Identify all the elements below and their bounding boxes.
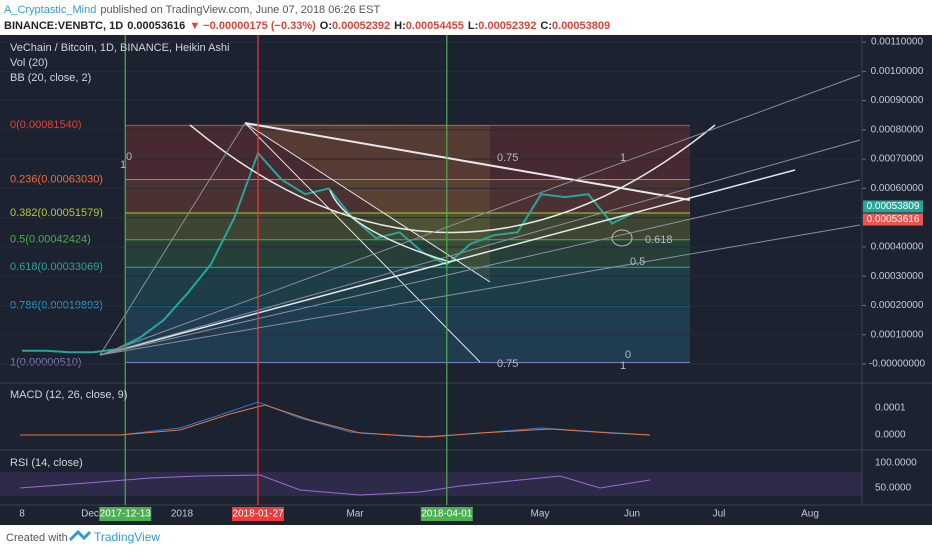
logo: [68, 529, 92, 542]
x-tick-label: Jun: [624, 509, 640, 520]
y-tick-label: 0.00030000: [871, 271, 924, 282]
price-line: [22, 151, 637, 354]
footer-background: [0, 525, 932, 550]
header-text: C:: [540, 20, 552, 32]
rsi-axis-label: 50.0000: [875, 483, 912, 494]
fib-band: [125, 179, 690, 214]
x-tick-label: Mar: [346, 509, 364, 520]
x-tick-label: Aug: [801, 509, 819, 520]
x-tick-label: Dec: [81, 509, 99, 520]
event-tag: [99, 507, 152, 521]
header-text: O:: [320, 20, 332, 32]
trend-line: [244, 122, 691, 201]
y-tick-label: 0.00100000: [871, 66, 924, 77]
chart-background: [0, 35, 932, 525]
event-label: 2018-04-01: [421, 509, 473, 520]
price-label-box: [863, 200, 923, 213]
drawing-label: 1: [620, 152, 626, 164]
signal-line: [20, 404, 651, 438]
drawing-label: 0.5: [630, 256, 645, 268]
macd-axis-label: 0.0001: [875, 403, 906, 414]
footer-created: Created with: [6, 532, 68, 544]
fib-label: 0.236(0.00063030): [10, 173, 103, 185]
y-tick-label: 0.00090000: [871, 95, 924, 106]
curve: [329, 189, 451, 263]
fib-label: 0.618(0.00033069): [10, 261, 103, 273]
header-text: L:: [468, 20, 478, 32]
rsi-line: [19, 474, 651, 496]
indicator-label: Vol (20): [10, 57, 48, 69]
price-label-box: [863, 213, 923, 226]
chart-title: VeChain / Bitcoin, 1D, BINANCE, Heikin A…: [10, 42, 229, 54]
macd-axis-label: 0.0000: [875, 430, 906, 441]
drawing-label: 0.75: [497, 358, 518, 370]
y-tick-label: 0.00020000: [871, 300, 924, 311]
x-tick-label: 8: [19, 509, 25, 520]
y-tick-label: 0.00040000: [871, 242, 924, 253]
drawing-label: 0: [126, 151, 132, 163]
macd-lines: [20, 401, 651, 438]
y-tick-label: 0.00080000: [871, 124, 924, 135]
drawings: [99, 74, 861, 363]
price-label: 0.00053809: [867, 201, 920, 212]
x-tick-label: 2018: [171, 509, 194, 520]
x-tick-label: Jul: [713, 509, 726, 520]
header-text: BINANCE:VENBTC, 1D: [4, 20, 123, 32]
header-text: 0.00054455: [406, 20, 464, 32]
header-text: H:: [394, 20, 406, 32]
header-text: 0.00052392: [332, 20, 390, 32]
fib-band: [125, 239, 690, 268]
fan-line: [99, 179, 861, 356]
rsi-band: [0, 472, 862, 496]
x-tick-label: May: [531, 509, 550, 520]
fib-band: [125, 125, 690, 180]
arc: [189, 124, 716, 234]
event-tag: [420, 507, 473, 521]
event-label: 2017-12-13: [100, 509, 152, 520]
y-tick-label: 0.00010000: [871, 329, 924, 340]
trend-line: [99, 169, 796, 356]
drawing-label: 0: [625, 349, 631, 361]
header-text: 0.00052392: [478, 20, 536, 32]
fib-label: 0(0.00081540): [10, 119, 82, 131]
highlight-ellipse: [611, 229, 633, 247]
y-tick-label: 0.00110000: [871, 37, 924, 48]
header-text: 0.00053809: [552, 20, 610, 32]
event-label: 2018-01-27: [232, 509, 284, 520]
rsi-title: RSI (14, close): [10, 457, 83, 469]
y-tick-label: -0.00000000: [869, 359, 926, 370]
event-tag: [232, 507, 284, 521]
header-text: published on TradingView.com, June 07, 2…: [100, 4, 380, 16]
y-tick-label: 0.00070000: [871, 154, 924, 165]
header-text: ▼ −0.00000175 (−0.33%): [189, 20, 316, 32]
trend-line: [244, 122, 481, 363]
header-text: A_Cryptastic_Mind: [4, 4, 96, 16]
fib-label: 0.382(0.00051579): [10, 207, 103, 219]
rsi-axis-label: 100.0000: [875, 458, 917, 469]
fan-line: [99, 122, 246, 356]
fib-label: 1(0.00000510): [10, 356, 82, 368]
fan-line: [99, 74, 861, 356]
drawing-label: 1: [120, 159, 126, 171]
drawing-label: 0.618: [645, 234, 673, 246]
price-label: 0.00053616: [867, 214, 920, 225]
drawing-label: 1: [620, 360, 626, 372]
macd-title: MACD (12, 26, close, 9): [10, 389, 127, 401]
fib-label: 0.5(0.00042424): [10, 234, 91, 246]
trend-line: [244, 122, 491, 283]
fan-line: [99, 139, 861, 356]
indicator-label: BB (20, close, 2): [10, 72, 91, 84]
footer-brand: TradingView: [94, 530, 160, 544]
fan-line: [99, 224, 861, 356]
header-text: 0.00053616: [127, 20, 185, 32]
y-tick-label: 0.00060000: [871, 183, 924, 194]
drawing-label: 0.75: [497, 152, 518, 164]
